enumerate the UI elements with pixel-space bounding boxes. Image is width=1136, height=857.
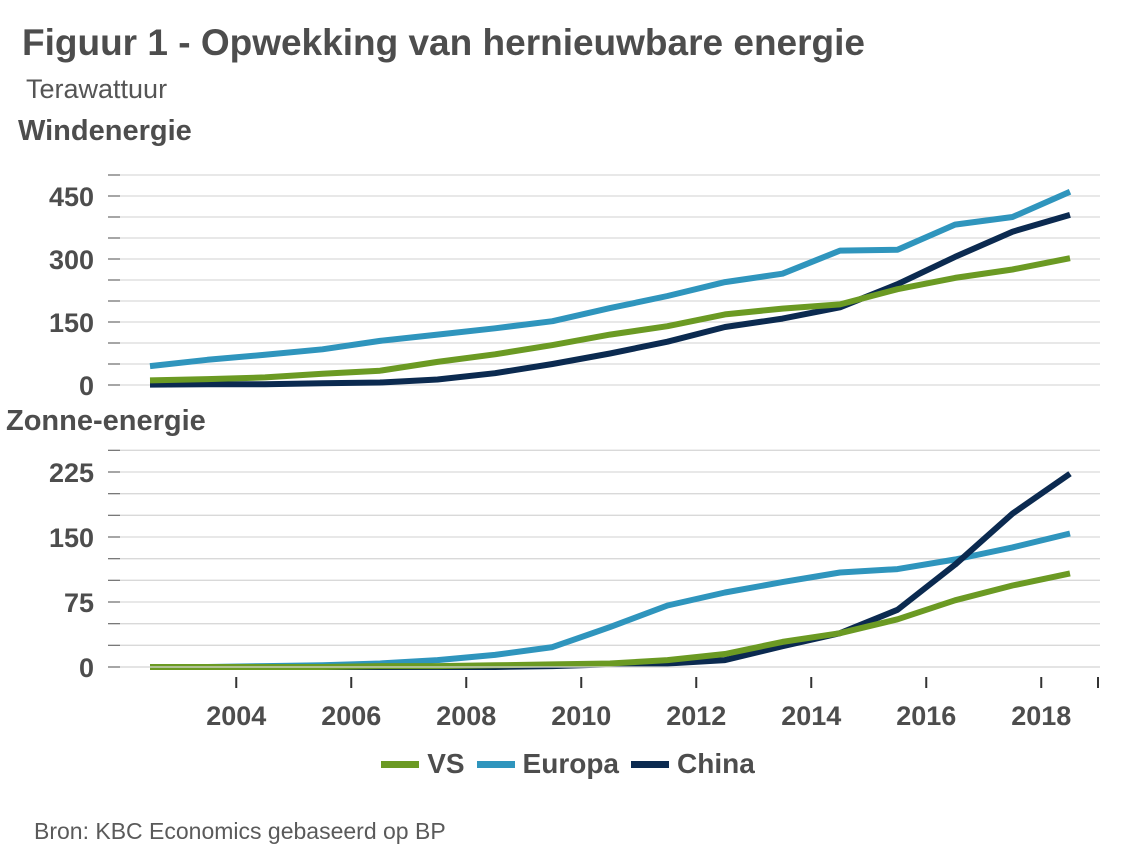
legend-label-vs: VS: [427, 748, 465, 779]
legend: VS Europa China: [0, 748, 1136, 780]
x-tick-label: 2008: [436, 701, 496, 731]
solar-y-tick-label: 150: [49, 523, 94, 553]
solar-y-tick-label: 0: [79, 653, 94, 683]
chart-subtitle-unit: Terawattuur: [26, 74, 168, 104]
x-tick-label: 2004: [206, 701, 266, 731]
solar-panel-title: Zonne-energie: [6, 405, 206, 437]
wind-series-vs: [149, 255, 1071, 384]
wind-series-china: [149, 212, 1071, 388]
legend-item-europa: Europa: [476, 748, 620, 780]
x-tick-label: 2018: [1011, 701, 1071, 731]
legend-swatch-europa: [476, 760, 515, 768]
solar-y-tick-label: 75: [64, 588, 94, 618]
solar-series-vs: [150, 570, 1071, 670]
x-tick-label: 2006: [321, 701, 381, 731]
x-tick-label: 2016: [896, 701, 956, 731]
legend-item-vs: VS: [381, 748, 465, 780]
chart-title: Figuur 1 - Opwekking van hernieuwbare en…: [22, 22, 865, 63]
solar-y-tick-label: 225: [49, 458, 94, 488]
wind-panel-title: Windenergie: [18, 115, 192, 147]
legend-item-china: China: [631, 748, 755, 780]
wind-series-europa: [149, 189, 1072, 370]
source-note: Bron: KBC Economics gebaseerd op BP: [34, 818, 446, 844]
wind-y-tick-label: 450: [49, 182, 94, 212]
solar-series-china: [150, 471, 1072, 670]
wind-y-tick-label: 300: [49, 245, 94, 275]
x-tick-label: 2012: [666, 701, 726, 731]
wind-y-tick-label: 150: [49, 308, 94, 338]
legend-swatch-vs: [381, 760, 420, 768]
wind-y-tick-label: 0: [79, 371, 94, 401]
legend-label-china: China: [677, 748, 755, 779]
x-tick-label: 2014: [781, 701, 841, 731]
legend-swatch-china: [631, 760, 670, 768]
legend-label-europa: Europa: [522, 748, 620, 779]
solar-series-europa: [150, 530, 1071, 670]
x-tick-label: 2010: [551, 701, 611, 731]
chart-area: 0 150 300 450 0 75 150 225 2004 2006 2008 2010 2012 2…: [49, 174, 1100, 731]
